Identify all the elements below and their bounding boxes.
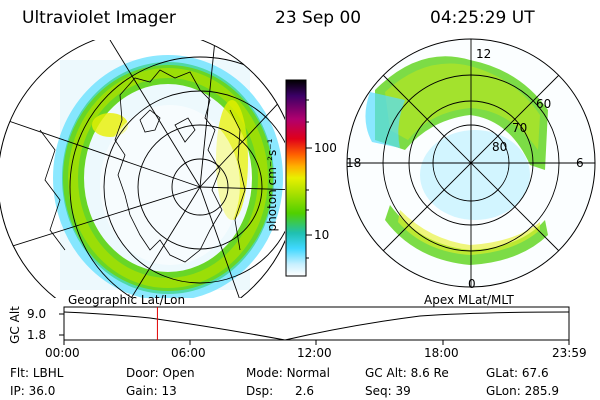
alt-xtick-1800: 18:00 bbox=[424, 346, 459, 360]
info-door: Door: Open bbox=[126, 366, 195, 380]
mlt-label-0: 0 bbox=[468, 277, 476, 291]
date-label: 23 Sep 00 bbox=[275, 8, 362, 28]
geographic-map bbox=[0, 40, 285, 298]
colorbar-unit-label: photon cm⁻²s⁻¹ bbox=[265, 138, 279, 232]
mlat-label-80: 80 bbox=[492, 140, 508, 154]
mlt-label-18: 18 bbox=[346, 156, 362, 170]
info-gain: Gain: 13 bbox=[126, 384, 177, 398]
alt-ytick-1-8: 1.8 bbox=[27, 328, 47, 342]
geographic-caption: Geographic Lat/Lon bbox=[68, 293, 186, 307]
info-mode: Mode: Normal bbox=[246, 366, 330, 380]
polar-mlt-plot bbox=[346, 38, 596, 288]
info-flt: Flt: LBHL bbox=[10, 366, 64, 380]
info-glon: GLon: 285.9 bbox=[486, 384, 559, 398]
mlt-label-12: 12 bbox=[476, 47, 492, 61]
alt-xtick-0600: 06:00 bbox=[171, 346, 206, 360]
info-ip: IP: 36.0 bbox=[10, 384, 56, 398]
time-label: 04:25:29 UT bbox=[430, 8, 535, 28]
info-seq: Seq: 39 bbox=[365, 384, 411, 398]
colorbar-tick-10: 10 bbox=[314, 228, 330, 242]
alt-ytick-9: 9.0 bbox=[27, 307, 47, 321]
altitude-plot bbox=[59, 306, 570, 345]
alt-xtick-1200: 12:00 bbox=[297, 346, 332, 360]
alt-ylabel: GC Alt bbox=[8, 306, 22, 344]
colorbar-tick-100: 100 bbox=[314, 141, 337, 155]
info-glat: GLat: 67.6 bbox=[486, 366, 549, 380]
alt-xtick-0000: 00:00 bbox=[45, 346, 80, 360]
apex-caption: Apex MLat/MLT bbox=[424, 293, 514, 307]
mlat-label-60: 60 bbox=[536, 97, 552, 111]
mlat-label-70: 70 bbox=[512, 121, 528, 135]
instrument-title: Ultraviolet Imager bbox=[22, 8, 176, 28]
info-gc-alt: GC Alt: 8.6 Re bbox=[365, 366, 449, 380]
alt-xtick-2359: 23:59 bbox=[552, 346, 587, 360]
colorbar bbox=[285, 79, 312, 277]
mlt-label-6: 6 bbox=[576, 156, 584, 170]
info-dsp: Dsp: 2.6 bbox=[246, 384, 315, 398]
